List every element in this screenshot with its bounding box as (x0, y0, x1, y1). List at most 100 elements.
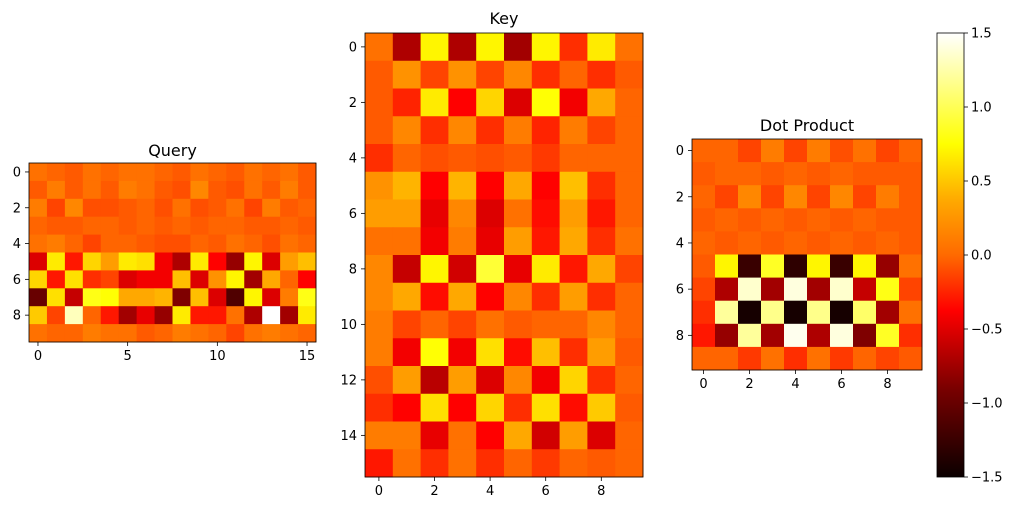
query-cell (208, 234, 227, 253)
colorbar-tick-label: 0.0 (971, 249, 992, 264)
dot-product-cell (807, 323, 831, 348)
key-cell (504, 116, 533, 145)
key-cell (448, 338, 477, 367)
query-cell (172, 198, 191, 218)
dot-product-cell (830, 254, 854, 278)
key-cell (587, 199, 616, 228)
key-cell (476, 310, 505, 339)
query-cell (244, 270, 263, 289)
query-cell (172, 324, 191, 343)
dot-product-cell (830, 162, 854, 186)
dot-product-cell (853, 139, 877, 163)
query-cell (298, 252, 317, 271)
dot-product-cell (738, 277, 762, 302)
query-cell (154, 288, 173, 307)
dot-product-cell (807, 208, 831, 232)
query-cell (244, 234, 263, 253)
key-cell (615, 116, 644, 145)
key-cell (531, 88, 560, 117)
query-cell (46, 306, 66, 325)
key-cell (420, 421, 449, 450)
key-cell (392, 393, 421, 422)
key-cell (365, 144, 394, 173)
query-cell (136, 270, 155, 289)
dot-product-cell (876, 208, 900, 232)
query-cell (136, 163, 155, 182)
query-cell (262, 252, 281, 271)
key-cells (365, 33, 644, 478)
dot-product-cell (807, 185, 831, 209)
colorbar-tick-label: 1.0 (971, 101, 992, 116)
dot-product-cell (830, 277, 854, 302)
key-cell (420, 116, 449, 145)
query-cell (298, 163, 317, 182)
query-cell (64, 252, 84, 271)
dot-product-cell (876, 346, 900, 371)
query-cell (280, 216, 299, 235)
key-cell (392, 60, 421, 89)
query-cell (154, 270, 173, 289)
query-cells (29, 163, 317, 343)
dot-product-cell (830, 139, 854, 163)
key-cell (531, 282, 560, 311)
dot-product-cell (899, 185, 923, 209)
key-cell (504, 227, 533, 256)
key-cell (615, 282, 644, 311)
key-cell (615, 33, 644, 62)
query-cell (190, 180, 209, 200)
query-x-tick-label: 10 (209, 349, 226, 364)
query-cell (136, 198, 155, 218)
query-cell (244, 198, 263, 218)
key-cell (504, 449, 533, 478)
query-cell (226, 306, 245, 325)
key-cell (615, 227, 644, 256)
query-cell (46, 180, 66, 200)
key-cell (587, 282, 616, 311)
query-cell (46, 270, 66, 289)
key-cell (392, 171, 421, 200)
key-axes: 0 2 4 6 8 0 2 4 6 8 10 12 14 (340, 40, 605, 499)
key-cell (615, 449, 644, 478)
key-cell (476, 449, 505, 478)
key-cell (476, 33, 505, 62)
query-cell (136, 306, 155, 325)
query-cell (226, 198, 245, 218)
query-cell (172, 163, 191, 182)
key-cell (365, 171, 394, 200)
key-cell (615, 199, 644, 228)
key-cell (476, 116, 505, 145)
dot-product-cell (692, 346, 716, 371)
dot-product-cell (899, 162, 923, 186)
dot-product-cell (738, 323, 762, 348)
query-cell (208, 324, 227, 343)
dot-product-cell (761, 185, 785, 209)
query-cell (118, 198, 138, 218)
dot-product-cell (830, 231, 854, 255)
key-cell (587, 393, 616, 422)
key-y-tick-label: 12 (340, 373, 357, 388)
query-cell (118, 234, 138, 253)
dot-product-cell (692, 185, 716, 209)
key-cell (448, 33, 477, 62)
query-cell (64, 288, 84, 307)
query-cell (172, 180, 191, 200)
key-cell (476, 255, 505, 284)
query-cell (100, 270, 120, 289)
key-cell (420, 366, 449, 395)
dot-product-cell (853, 254, 877, 278)
dot-product-x-tick-label: 8 (883, 377, 891, 392)
query-cell (280, 234, 299, 253)
dot-product-cell (807, 139, 831, 163)
key-cell (448, 255, 477, 284)
query-cell (100, 216, 120, 235)
colorbar-ticks: 1.5 1.0 0.5 0.0 −0.5 −1.0 −1.5 (964, 27, 1003, 486)
key-cell (365, 255, 394, 284)
dot-product-cell (807, 231, 831, 255)
key-cell (392, 421, 421, 450)
key-cell (615, 366, 644, 395)
dot-product-cell (876, 185, 900, 209)
dot-product-cell (692, 231, 716, 255)
query-cell (172, 216, 191, 235)
query-cell (190, 234, 209, 253)
colorbar-gradient (936, 32, 965, 478)
